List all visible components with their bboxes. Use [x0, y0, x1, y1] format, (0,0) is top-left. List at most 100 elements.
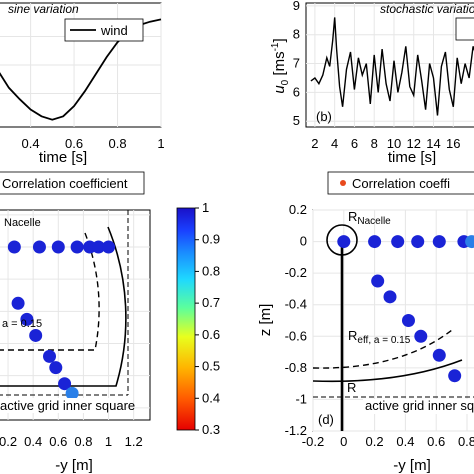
x-tick-label: 0.2 [0, 434, 17, 449]
x-tick-label: 0.8 [74, 434, 92, 449]
x-tick-label: 0.2 [366, 434, 384, 449]
scatter-point [368, 235, 382, 249]
legend-label-wind: wind [100, 23, 128, 38]
svg-text:u0 [ms-1]: u0 [ms-1] [270, 38, 291, 93]
panel-d-y-ticks: 0.2 0 -0.2 -0.4 -0.6 -0.8 -1 -1.2 [285, 202, 307, 438]
panel-d-points [337, 235, 474, 383]
scatter-point [465, 235, 474, 249]
y-label-unit: [ms [271, 51, 288, 75]
y-tick-label: -0.6 [285, 328, 307, 343]
effective-radius-arc [312, 329, 453, 369]
y-tick-label: 5 [293, 113, 300, 128]
legend-marker [340, 180, 346, 186]
square-label: active grid inner square [365, 398, 474, 413]
panel-b-x-ticks: 2 4 6 8 10 12 14 16 [311, 136, 460, 151]
x-tick-label: 1.2 [125, 434, 143, 449]
scatter-point [91, 240, 105, 254]
x-tick-label: 16 [446, 136, 460, 151]
colorbar-tick-label: 0.8 [202, 263, 220, 278]
x-tick-label: 0.4 [22, 136, 40, 151]
square-label-bg [363, 399, 474, 414]
y-tick-label: -0.2 [285, 265, 307, 280]
x-tick-label: 4 [331, 136, 338, 151]
r-label: R [347, 380, 356, 395]
colorbar-gradient [176, 207, 196, 431]
y-tick-label: -0.4 [285, 297, 307, 312]
colorbar-tick-label: 0.6 [202, 327, 220, 342]
scatter-point [43, 349, 57, 363]
legend-box [327, 171, 474, 195]
y-tick-label: -1 [295, 391, 307, 406]
panel-a-legend: wind [64, 18, 144, 42]
panel-a-title: sine variation [8, 2, 79, 16]
scatter-point [401, 314, 415, 327]
scatter-point [432, 348, 446, 362]
scatter-point [414, 329, 428, 343]
scatter-point [411, 235, 425, 249]
outer-circle-arc [312, 359, 463, 383]
legend-box [0, 171, 145, 195]
colorbar-ticks: 1 0.9 0.8 0.7 0.6 0.5 0.4 0.3 [195, 200, 220, 437]
scatter-point [29, 328, 43, 342]
panel-c-x-label: -y [m] [55, 457, 93, 474]
scatter-point [65, 386, 79, 400]
legend-box [64, 18, 144, 42]
legend-label-correlation: Correlation coeffi [352, 176, 450, 191]
panel-c-x-ticks: 0.2 0.4 0.6 0.8 1 1.2 [0, 434, 143, 449]
colorbar: 1 0.9 0.8 0.7 0.6 0.5 0.4 0.3 [176, 200, 220, 437]
y-label-symbol: u [271, 85, 288, 94]
panel-b-y-ticks: 5 6 7 8 9 [293, 0, 300, 128]
scatter-point [20, 312, 34, 326]
reff-annotation-sub: eff, a = 0.15 [357, 335, 410, 346]
y-label-unit-sup: -1 [270, 42, 281, 51]
x-tick-label: 1 [157, 136, 164, 151]
square-label-bg [0, 398, 126, 413]
scatter-point [371, 274, 385, 288]
nacelle-annotation: RNacelle [348, 209, 391, 227]
x-tick-label: 0.6 [65, 136, 83, 151]
panel-a: sine variation wind 0.4 0.6 0.8 1 time [s] [0, 2, 165, 166]
scatter-point [337, 235, 351, 249]
scatter-point [432, 235, 446, 249]
colorbar-tick-label: 0.7 [202, 295, 220, 310]
x-tick-label: 0.6 [49, 434, 67, 449]
scatter-point [7, 240, 21, 254]
nacelle-label: Nacelle [4, 217, 41, 229]
scatter-point [58, 377, 72, 391]
scatter-point [70, 240, 84, 254]
x-tick-label: 6 [351, 136, 358, 151]
x-tick-label: -0.2 [302, 434, 324, 449]
colorbar-tick-label: 1 [202, 200, 209, 215]
x-tick-label: 14 [426, 136, 440, 151]
panel-a-x-ticks: 0.4 0.6 0.8 1 [22, 136, 165, 151]
x-tick-label: 8 [371, 136, 378, 151]
panel-b-x-label: time [s] [388, 149, 436, 166]
panel-b-legend-box [455, 17, 474, 41]
scatter-point [391, 235, 405, 249]
scatter-point [11, 296, 25, 310]
colorbar-tick-label: 0.9 [202, 232, 220, 247]
scatter-point [32, 240, 46, 254]
x-tick-label: 0.8 [108, 136, 126, 151]
y-tick-label: 6 [293, 84, 300, 99]
x-tick-label: 0.4 [24, 434, 42, 449]
x-tick-label: 12 [407, 136, 421, 151]
x-tick-label: 2 [311, 136, 318, 151]
colorbar-tick-label: 0.4 [202, 390, 220, 405]
panel-d-plot-area [312, 209, 474, 432]
panel-c: Nacelle a = 0.15 active grid inner squar… [0, 171, 151, 474]
legend-label-correlation: Correlation coefficient [2, 176, 128, 191]
y-label-sub: 0 [280, 79, 291, 85]
panel-d-x-label: -y [m] [393, 457, 431, 474]
scatter-point [448, 369, 462, 383]
panel-b-y-label: u0 [ms-1] [270, 38, 291, 93]
x-tick-label: 0.6 [427, 434, 445, 449]
scatter-point [51, 240, 65, 254]
square-label: active grid inner square [0, 398, 135, 413]
panel-b-grid [306, 3, 474, 127]
nacelle-annotation-main: R [348, 209, 357, 224]
nacelle-annotation-sub: Nacelle [357, 216, 391, 227]
y-label-unit-end: ] [271, 38, 288, 42]
y-tick-label: 0 [300, 234, 307, 249]
